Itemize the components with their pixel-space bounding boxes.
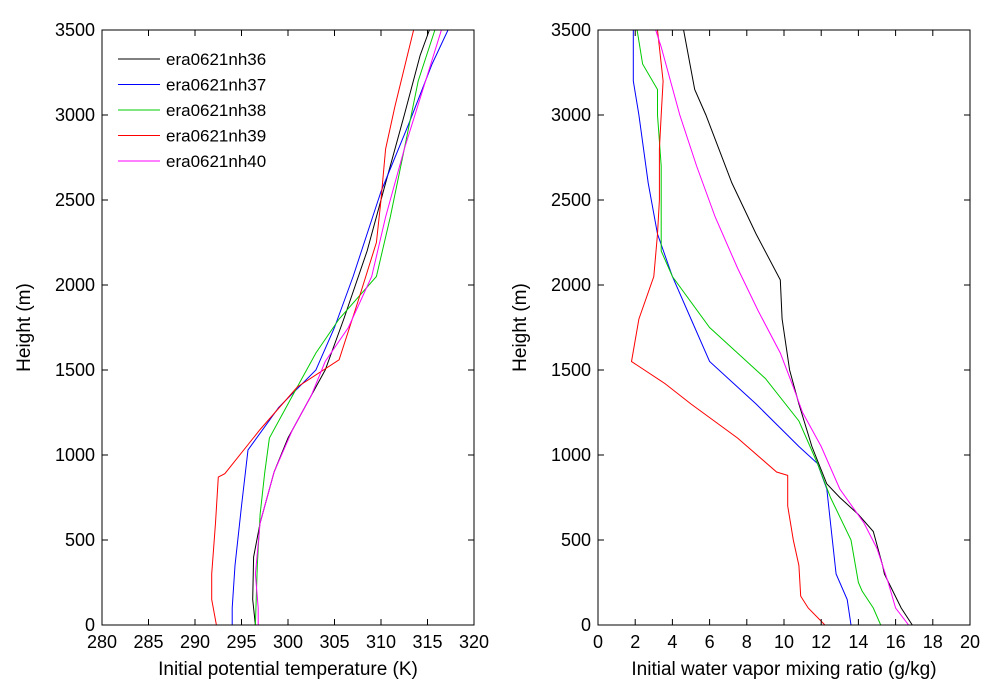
- y-tick-label: 2000: [55, 275, 95, 295]
- x-axis-label: Initial water vapor mixing ratio (g/kg): [631, 659, 936, 680]
- y-tick-label: 500: [65, 530, 95, 550]
- x-tick-label: 285: [133, 632, 163, 652]
- y-tick-label: 1000: [55, 445, 95, 465]
- y-tick-label: 2000: [551, 275, 591, 295]
- x-tick-label: 12: [811, 632, 831, 652]
- x-tick-label: 0: [593, 632, 603, 652]
- legend-label: era0621nh39: [166, 127, 266, 146]
- series-line-era0621nh36: [683, 30, 913, 625]
- x-tick-label: 300: [273, 632, 303, 652]
- chart-panel-1: 280 285 290 295 300 305 310 315 320 0 500 1000 1500 2…: [14, 20, 489, 680]
- x-tick-label: 280: [87, 632, 117, 652]
- legend-label: era0621nh36: [166, 50, 266, 69]
- series-line-era0621nh36: [252, 30, 430, 625]
- y-tick-label: 2500: [55, 190, 95, 210]
- y-tick-label: 3000: [55, 105, 95, 125]
- y-tick-label: 1500: [551, 360, 591, 380]
- x-tick-label: 290: [180, 632, 210, 652]
- y-tick-label: 1000: [551, 445, 591, 465]
- series-group: [630, 30, 913, 625]
- x-tick-label: 18: [923, 632, 943, 652]
- legend-label: era0621nh40: [166, 152, 266, 171]
- x-tick-label: 310: [366, 632, 396, 652]
- y-tick-label: 500: [561, 530, 591, 550]
- plot-frame: [101, 29, 475, 626]
- legend: era0621nh36 era0621nh37 era0621nh38 era0621…: [118, 50, 266, 171]
- x-axis-label: Initial potential temperature (K): [158, 659, 418, 680]
- series-line-era0621nh40: [254, 30, 442, 625]
- x-tick-label: 315: [412, 632, 442, 652]
- plot-frame: [597, 29, 971, 626]
- x-tick-label: 305: [319, 632, 349, 652]
- chart-panel-2: 0 2 4 6 8 10 12 14 16 18 20 0 500 1000 1500 2000 2500 300…: [510, 20, 980, 680]
- x-tick-label: 8: [742, 632, 752, 652]
- y-tick-label: 3000: [551, 105, 591, 125]
- y-axis-label: Height (m): [14, 283, 35, 372]
- series-line-era0621nh40: [655, 30, 909, 625]
- x-tick-label: 320: [459, 632, 489, 652]
- x-tick-label: 6: [705, 632, 715, 652]
- y-tick-label: 1500: [55, 360, 95, 380]
- series-line-era0621nh38: [636, 30, 882, 625]
- series-line-era0621nh39: [630, 30, 826, 625]
- x-tick-label: 10: [774, 632, 794, 652]
- series-line-era0621nh37: [231, 30, 449, 625]
- x-tick-label: 295: [226, 632, 256, 652]
- x-tick-label: 14: [848, 632, 868, 652]
- y-axis-label: Height (m): [510, 283, 531, 372]
- x-tick-label: 4: [667, 632, 677, 652]
- legend-label: era0621nh38: [166, 101, 266, 120]
- series-line-era0621nh39: [211, 30, 415, 625]
- y-tick-label: 3500: [551, 20, 591, 40]
- series-group: [211, 30, 449, 625]
- x-tick-label: 2: [630, 632, 640, 652]
- x-tick-label: 20: [960, 632, 980, 652]
- y-tick-label: 3500: [55, 20, 95, 40]
- y-tick-label: 0: [581, 615, 591, 635]
- y-tick-label: 2500: [551, 190, 591, 210]
- legend-label: era0621nh37: [166, 76, 266, 95]
- series-line-era0621nh38: [254, 30, 436, 625]
- y-tick-label: 0: [85, 615, 95, 635]
- series-line-era0621nh37: [632, 30, 852, 625]
- x-tick-label: 16: [886, 632, 906, 652]
